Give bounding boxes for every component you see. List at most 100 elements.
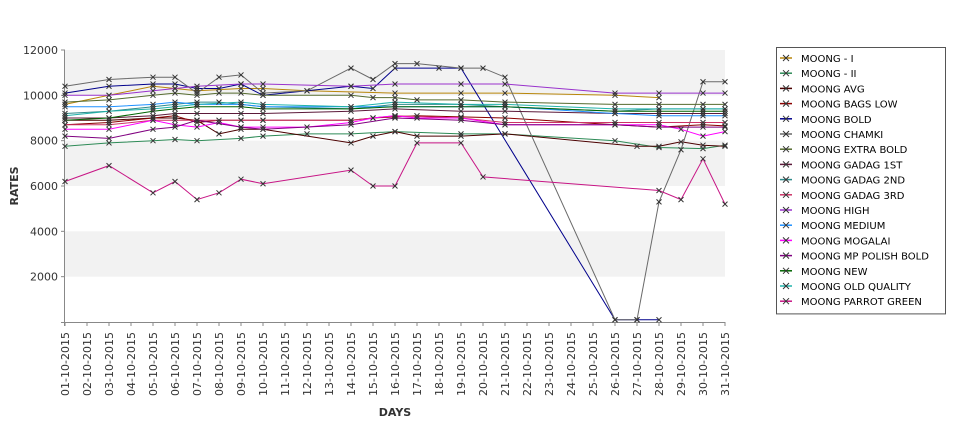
data-point: [612, 90, 618, 96]
data-point: [106, 162, 112, 169]
point-marker: [194, 124, 200, 130]
point-marker: [612, 108, 618, 115]
data-point: [656, 90, 662, 96]
point-marker: [414, 140, 420, 146]
legend-marker: [782, 85, 790, 92]
x-tick-label: 21-10-2015: [499, 332, 512, 396]
point-marker: [106, 76, 112, 83]
point-marker: [656, 316, 662, 323]
point-marker: [150, 126, 156, 133]
point-marker: [348, 65, 354, 71]
point-marker: [480, 174, 486, 180]
legend-marker: [782, 161, 790, 168]
point-marker: [370, 183, 376, 189]
legend-label: MOONG MP POLISH BOLD: [801, 252, 929, 263]
legend-label: MOONG BOLD: [801, 115, 872, 126]
data-point: [700, 106, 706, 112]
data-point: [700, 119, 706, 126]
legend-item: MOONG CHAMKI: [780, 130, 883, 141]
point-marker: [62, 178, 68, 185]
point-marker: [634, 143, 640, 150]
point-marker: [414, 133, 420, 139]
point-marker: [150, 137, 156, 144]
point-marker: [458, 97, 464, 103]
data-point: [348, 106, 354, 112]
point-marker: [172, 85, 178, 92]
data-point: [150, 103, 156, 110]
point-marker: [414, 60, 420, 67]
data-point: [502, 81, 508, 87]
point-marker: [700, 119, 706, 126]
data-point: [238, 85, 244, 92]
data-point: [62, 133, 68, 139]
point-marker: [150, 106, 156, 112]
point-marker: [216, 117, 222, 124]
data-point: [370, 94, 376, 101]
data-point: [458, 117, 464, 124]
data-point: [722, 110, 728, 117]
data-point: [238, 117, 244, 124]
x-tick-label: 11-10-2015: [279, 332, 292, 396]
point-marker: [172, 90, 178, 96]
legend-item: MOONG OLD QUALITY: [780, 282, 912, 293]
data-point: [62, 126, 68, 133]
legend-label: MOONG NEW: [801, 267, 868, 278]
data-point: [414, 60, 420, 67]
point-marker: [194, 117, 200, 124]
point-marker: [216, 99, 222, 105]
point-marker: [414, 97, 420, 103]
point-marker: [612, 137, 618, 144]
data-point: [656, 316, 662, 323]
data-point: [656, 108, 662, 115]
point-marker: [106, 121, 112, 128]
data-point: [458, 115, 464, 121]
grid-band: [65, 231, 725, 277]
point-marker: [700, 108, 706, 115]
data-point: [150, 101, 156, 108]
data-point: [656, 112, 662, 119]
data-point: [106, 97, 112, 103]
data-point: [370, 133, 376, 139]
x-tick-label: 04-10-2015: [125, 332, 138, 396]
point-marker: [348, 117, 354, 124]
point-marker: [612, 110, 618, 117]
point-marker: [458, 65, 464, 71]
point-marker: [348, 131, 354, 137]
x-tick-label: 22-10-2015: [521, 332, 534, 396]
point-marker: [348, 108, 354, 115]
data-point: [62, 99, 68, 105]
point-marker: [678, 196, 684, 203]
point-marker: [106, 140, 112, 146]
y-tick-label: 12000: [23, 44, 58, 57]
data-point: [612, 101, 618, 108]
point-marker: [172, 115, 178, 121]
point-marker: [612, 119, 618, 126]
data-point: [502, 103, 508, 110]
point-marker: [722, 142, 728, 149]
point-marker: [194, 110, 200, 117]
point-marker: [722, 112, 728, 119]
point-marker: [260, 106, 266, 112]
point-marker: [238, 72, 244, 78]
data-point: [150, 112, 156, 119]
legend-marker: [782, 191, 790, 199]
point-marker: [172, 106, 178, 112]
data-point: [106, 117, 112, 124]
data-point: [150, 137, 156, 144]
data-point: [172, 106, 178, 112]
legend-marker: [782, 237, 790, 244]
point-marker: [700, 78, 706, 85]
x-tick-label: 14-10-2015: [345, 332, 358, 396]
point-marker: [172, 103, 178, 110]
legend-label: MOONG HIGH: [801, 206, 870, 217]
legend-label: MOONG GADAG 1ST: [801, 160, 903, 171]
point-marker: [700, 106, 706, 112]
data-point: [172, 115, 178, 121]
point-marker: [150, 108, 156, 115]
data-point: [612, 316, 618, 323]
data-point: [172, 103, 178, 110]
data-point: [502, 108, 508, 115]
point-marker: [700, 112, 706, 119]
data-point: [194, 110, 200, 117]
x-tick-label: 26-10-2015: [609, 332, 622, 396]
